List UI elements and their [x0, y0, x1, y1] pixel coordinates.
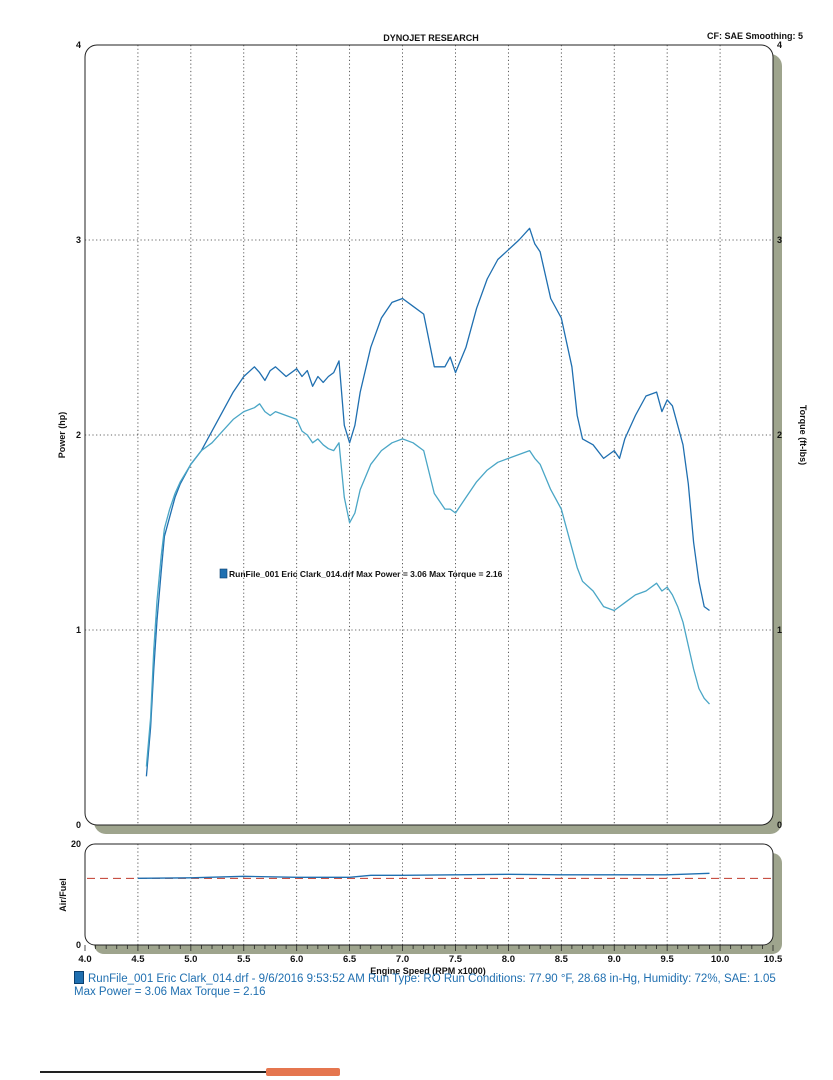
af-tick-label: 0 [76, 940, 81, 950]
x-tick-label: 10.5 [764, 954, 783, 965]
power-tick-label: 3 [76, 235, 81, 245]
x-tick-label: 8.5 [555, 954, 569, 965]
x-tick-label: 6.5 [343, 954, 357, 965]
pen-artifact [40, 1068, 340, 1076]
af-line [137, 872, 710, 879]
legend-swatch [219, 568, 228, 579]
x-tick-label: 7.0 [396, 954, 409, 965]
power-tick-label: 0 [76, 820, 81, 830]
torque-tick-label: 1 [777, 625, 782, 635]
torque-tick-label: 4 [777, 40, 782, 50]
x-tick-label: 9.5 [661, 954, 675, 965]
main-y-ticks: 0 0 1 1 2 2 3 3 4 4 [76, 40, 782, 830]
legend-text: RunFile_001 Eric Clark_014.drf Max Power… [229, 569, 503, 579]
x-tick-label: 4.5 [131, 954, 145, 965]
power-line [145, 227, 710, 777]
x-tick-label: 10.0 [711, 954, 730, 965]
x-tick-label: 8.0 [502, 954, 515, 965]
af-axis-label: Air/Fuel [58, 878, 68, 912]
power-tick-label: 1 [76, 625, 81, 635]
x-tick-label: 7.5 [449, 954, 463, 965]
run-color-swatch [74, 971, 84, 984]
run-info-footer: RunFile_001 Eric Clark_014.drf - 9/6/201… [74, 971, 814, 999]
run-info-line-2: Max Power = 3.06 Max Torque = 2.16 [74, 986, 266, 998]
power-tick-label: 4 [76, 40, 81, 50]
main-series [145, 227, 710, 777]
x-tick-label: 5.5 [237, 954, 251, 965]
run-info-line-1: RunFile_001 Eric Clark_014.drf - 9/6/201… [74, 971, 814, 986]
main-grid [85, 45, 773, 825]
torque-line [145, 403, 710, 767]
pen-body [40, 1071, 268, 1073]
af-tick-label: 20 [71, 839, 81, 849]
x-tick-label: 9.0 [608, 954, 621, 965]
run-info-text: RunFile_001 Eric Clark_014.drf - 9/6/201… [88, 973, 776, 985]
pen-cap [266, 1068, 340, 1076]
x-axis: 4.0 4.5 5.0 5.5 6.0 6.5 7.0 7.5 8.0 8.5 9.0 9.5 10.0… [78, 945, 783, 965]
x-tick-label: 6.0 [290, 954, 303, 965]
af-content: 0 20 [71, 839, 771, 950]
x-tick-label: 4.0 [78, 954, 91, 965]
af-panel [84, 843, 774, 946]
power-axis-label: Power (hp) [57, 412, 67, 459]
torque-axis-label: Torque (ft-lbs) [798, 405, 808, 465]
torque-tick-label: 0 [777, 820, 782, 830]
torque-tick-label: 3 [777, 235, 782, 245]
x-tick-label: 5.0 [184, 954, 197, 965]
settings-label: CF: SAE Smoothing: 5 [707, 31, 803, 41]
chart-title: DYNOJET RESEARCH [383, 33, 479, 43]
power-tick-label: 2 [76, 430, 81, 440]
torque-tick-label: 2 [777, 430, 782, 440]
x-axis-label: Engine Speed (RPM x1000) [370, 966, 486, 976]
